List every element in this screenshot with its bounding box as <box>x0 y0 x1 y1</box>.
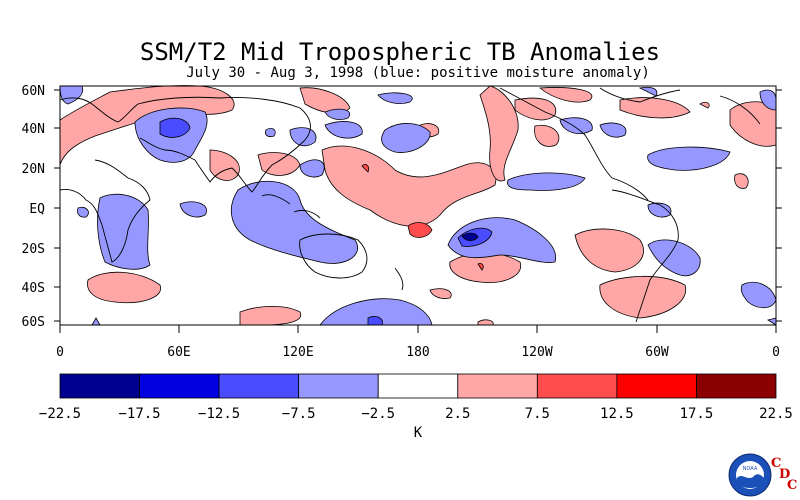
lat-label: 40N <box>22 122 45 137</box>
lon-label: 120E <box>282 345 313 360</box>
colorbar-bin <box>457 373 538 399</box>
cdc-letter: D <box>779 467 790 482</box>
colorbar-tick-label: 17.5 <box>680 406 714 422</box>
colorbar-tick-label: −17.5 <box>118 406 160 422</box>
colorbar-bin <box>377 373 459 399</box>
noaa-logo-text: NOAA <box>743 466 758 472</box>
page-subtitle: July 30 - Aug 3, 1998 (blue: positive mo… <box>186 65 650 81</box>
colorbar-tick-label: −22.5 <box>39 406 81 422</box>
coastlines <box>59 87 761 323</box>
page-title: SSM/T2 Mid Tropospheric TB Anomalies <box>139 38 661 66</box>
lon-label: 60W <box>645 345 669 360</box>
lat-label: 60N <box>22 84 45 99</box>
colorbar-tick-label: 2.5 <box>445 406 470 422</box>
anomaly-map: 60N 40N 20N EQ 20S 40S 60S 0 60E 120E 18… <box>22 84 782 360</box>
colorbar-bin <box>218 373 300 399</box>
lon-ticks <box>59 325 777 333</box>
colorbar-bin <box>139 373 220 399</box>
lon-label: 120W <box>521 345 552 360</box>
colorbar-tick-label: −12.5 <box>198 406 240 422</box>
lon-labels: 0 60E 120E 180 120W 60W 0 <box>56 345 780 360</box>
lat-label: 20N <box>22 162 45 177</box>
colorbar-tick-label: −7.5 <box>282 406 316 422</box>
lat-label: EQ <box>29 202 45 217</box>
cdc-letter: C <box>771 456 781 471</box>
cdc-logo-letters: C D C <box>771 456 797 493</box>
lat-labels: 60N 40N 20N EQ 20S 40S 60S <box>22 84 46 330</box>
colorbar-tick-label: −2.5 <box>361 406 395 422</box>
lon-label: 0 <box>772 345 780 360</box>
colorbar-unit: K <box>414 425 423 441</box>
colorbar-tick-label: 7.5 <box>525 406 550 422</box>
colorbar-bin <box>696 373 777 399</box>
strong-anomaly-cores <box>159 117 493 326</box>
lon-label: 60E <box>167 345 190 360</box>
lat-label: 60S <box>22 315 45 330</box>
colorbar-bin <box>59 373 140 399</box>
colorbar-tick-label: 12.5 <box>600 406 634 422</box>
cdc-letter: C <box>787 478 797 493</box>
colorbar-tick-label: 22.5 <box>759 406 793 422</box>
lon-label: 0 <box>56 345 64 360</box>
lat-label: 20S <box>22 242 45 257</box>
lat-label: 40S <box>22 281 45 296</box>
noaa-logo: NOAA <box>728 453 772 497</box>
colorbar-bin <box>616 373 697 399</box>
lon-label: 180 <box>406 345 429 360</box>
colorbar-bin <box>536 373 618 399</box>
colorbar-bin <box>298 373 379 399</box>
colorbar: −22.5 −17.5 −12.5 −7.5 −2.5 2.5 7.5 12.5 17.5 22.… <box>39 373 793 422</box>
lat-ticks <box>54 89 782 322</box>
